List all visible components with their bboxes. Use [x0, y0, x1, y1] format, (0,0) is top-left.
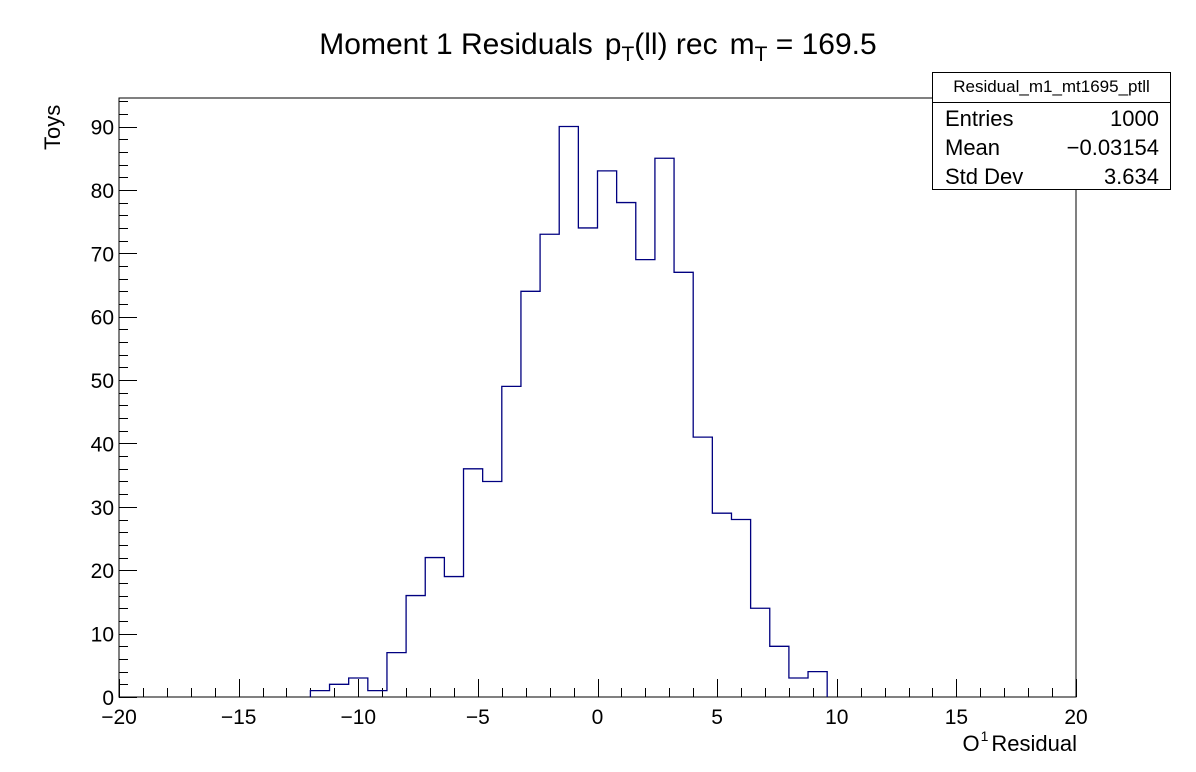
stats-box-name: Residual_m1_mt1695_ptll	[933, 73, 1170, 103]
histogram-bin	[674, 272, 693, 697]
title-prefix: Moment 1 Residuals	[319, 28, 593, 61]
y-axis-title: Toys	[40, 105, 65, 150]
x-tick-label: −20	[101, 706, 137, 729]
histogram-bin	[636, 260, 655, 697]
title-m-sub: T	[754, 43, 768, 66]
stats-label: Mean	[945, 135, 1001, 160]
y-tick-label: 50	[91, 370, 114, 393]
histogram-bin	[751, 608, 770, 697]
title-p-sub: T	[621, 43, 635, 66]
x-axis-title: O1 Residual	[962, 728, 1077, 757]
x-tick-label: −10	[340, 706, 376, 729]
histogram-bin	[712, 513, 731, 697]
stats-row-mean: Mean −0.03154	[933, 132, 1170, 161]
histogram-bin	[330, 684, 349, 697]
y-tick-label: 30	[91, 497, 114, 520]
histogram-bin	[655, 158, 674, 697]
histogram-bin	[578, 228, 597, 697]
histogram-bin	[808, 672, 827, 697]
x-tick-label: −15	[221, 706, 257, 729]
y-tick-label: 10	[91, 624, 114, 647]
x-tick-label: 15	[945, 706, 968, 729]
histogram-bin	[693, 437, 712, 697]
x-tick-label: 10	[825, 706, 848, 729]
histogram-bin	[789, 678, 808, 697]
axes-layer	[118, 97, 1077, 698]
histogram-layer	[309, 125, 828, 697]
x-tick-label: 5	[711, 706, 723, 729]
x-tick-label: 20	[1064, 706, 1087, 729]
y-tick-label: 0	[102, 687, 114, 710]
stats-box: Residual_m1_mt1695_ptll Entries 1000 Mea…	[932, 72, 1171, 190]
title-p-rest: (ll) rec	[634, 28, 718, 61]
plot-frame	[118, 97, 1077, 698]
x-tick-label: −5	[466, 706, 490, 729]
stats-label: Std Dev	[945, 164, 1024, 189]
title-m: m	[729, 28, 755, 61]
histogram-bin	[406, 596, 425, 697]
stats-value: −0.03154	[1066, 135, 1159, 160]
histogram-bin	[464, 469, 483, 697]
y-tick-label: 40	[91, 433, 114, 456]
histogram-bin	[444, 577, 463, 697]
histogram-outline	[309, 125, 828, 697]
histogram-bin	[502, 386, 521, 697]
tick-labels-layer: −20 −15 −10 −5 0 5 10 15 20 0 10 20 30 40 50 60 70 80 90	[91, 117, 1088, 729]
histogram-bin	[310, 691, 329, 697]
histogram-bin	[387, 653, 406, 697]
stats-value: 1000	[1110, 106, 1159, 131]
histogram-bin	[425, 558, 444, 697]
histogram-bin	[349, 678, 368, 697]
title-p: p	[604, 28, 622, 61]
histogram-bin	[598, 171, 617, 697]
x-axis-title-base: O	[962, 731, 980, 756]
stats-value: 3.634	[1103, 164, 1159, 189]
y-tick-label: 90	[91, 117, 114, 140]
y-tick-label: 20	[91, 560, 114, 583]
y-tick-label: 70	[91, 243, 114, 266]
histogram-bin	[521, 291, 540, 697]
y-tick-label: 80	[91, 180, 114, 203]
histogram-bin	[770, 646, 789, 697]
chart-title: Moment 1 Residuals pT(ll) rec mT = 169.5	[0, 26, 1196, 74]
x-axis-title-sup: 1	[980, 728, 989, 744]
stats-row-stddev: Std Dev 3.634	[933, 161, 1170, 190]
title-m-rest: = 169.5	[775, 28, 877, 61]
histogram-bin	[559, 127, 578, 697]
histogram-bin	[540, 234, 559, 697]
y-tick-label: 60	[91, 307, 114, 330]
x-tick-label: 0	[592, 706, 604, 729]
histogram-bin	[368, 691, 387, 697]
stats-label: Entries	[945, 106, 1014, 131]
histogram-bin	[617, 203, 636, 697]
histogram-bin	[731, 520, 750, 697]
histogram-bin	[483, 481, 502, 697]
stats-row-entries: Entries 1000	[933, 103, 1170, 132]
x-axis-title-rest: Residual	[991, 731, 1077, 756]
